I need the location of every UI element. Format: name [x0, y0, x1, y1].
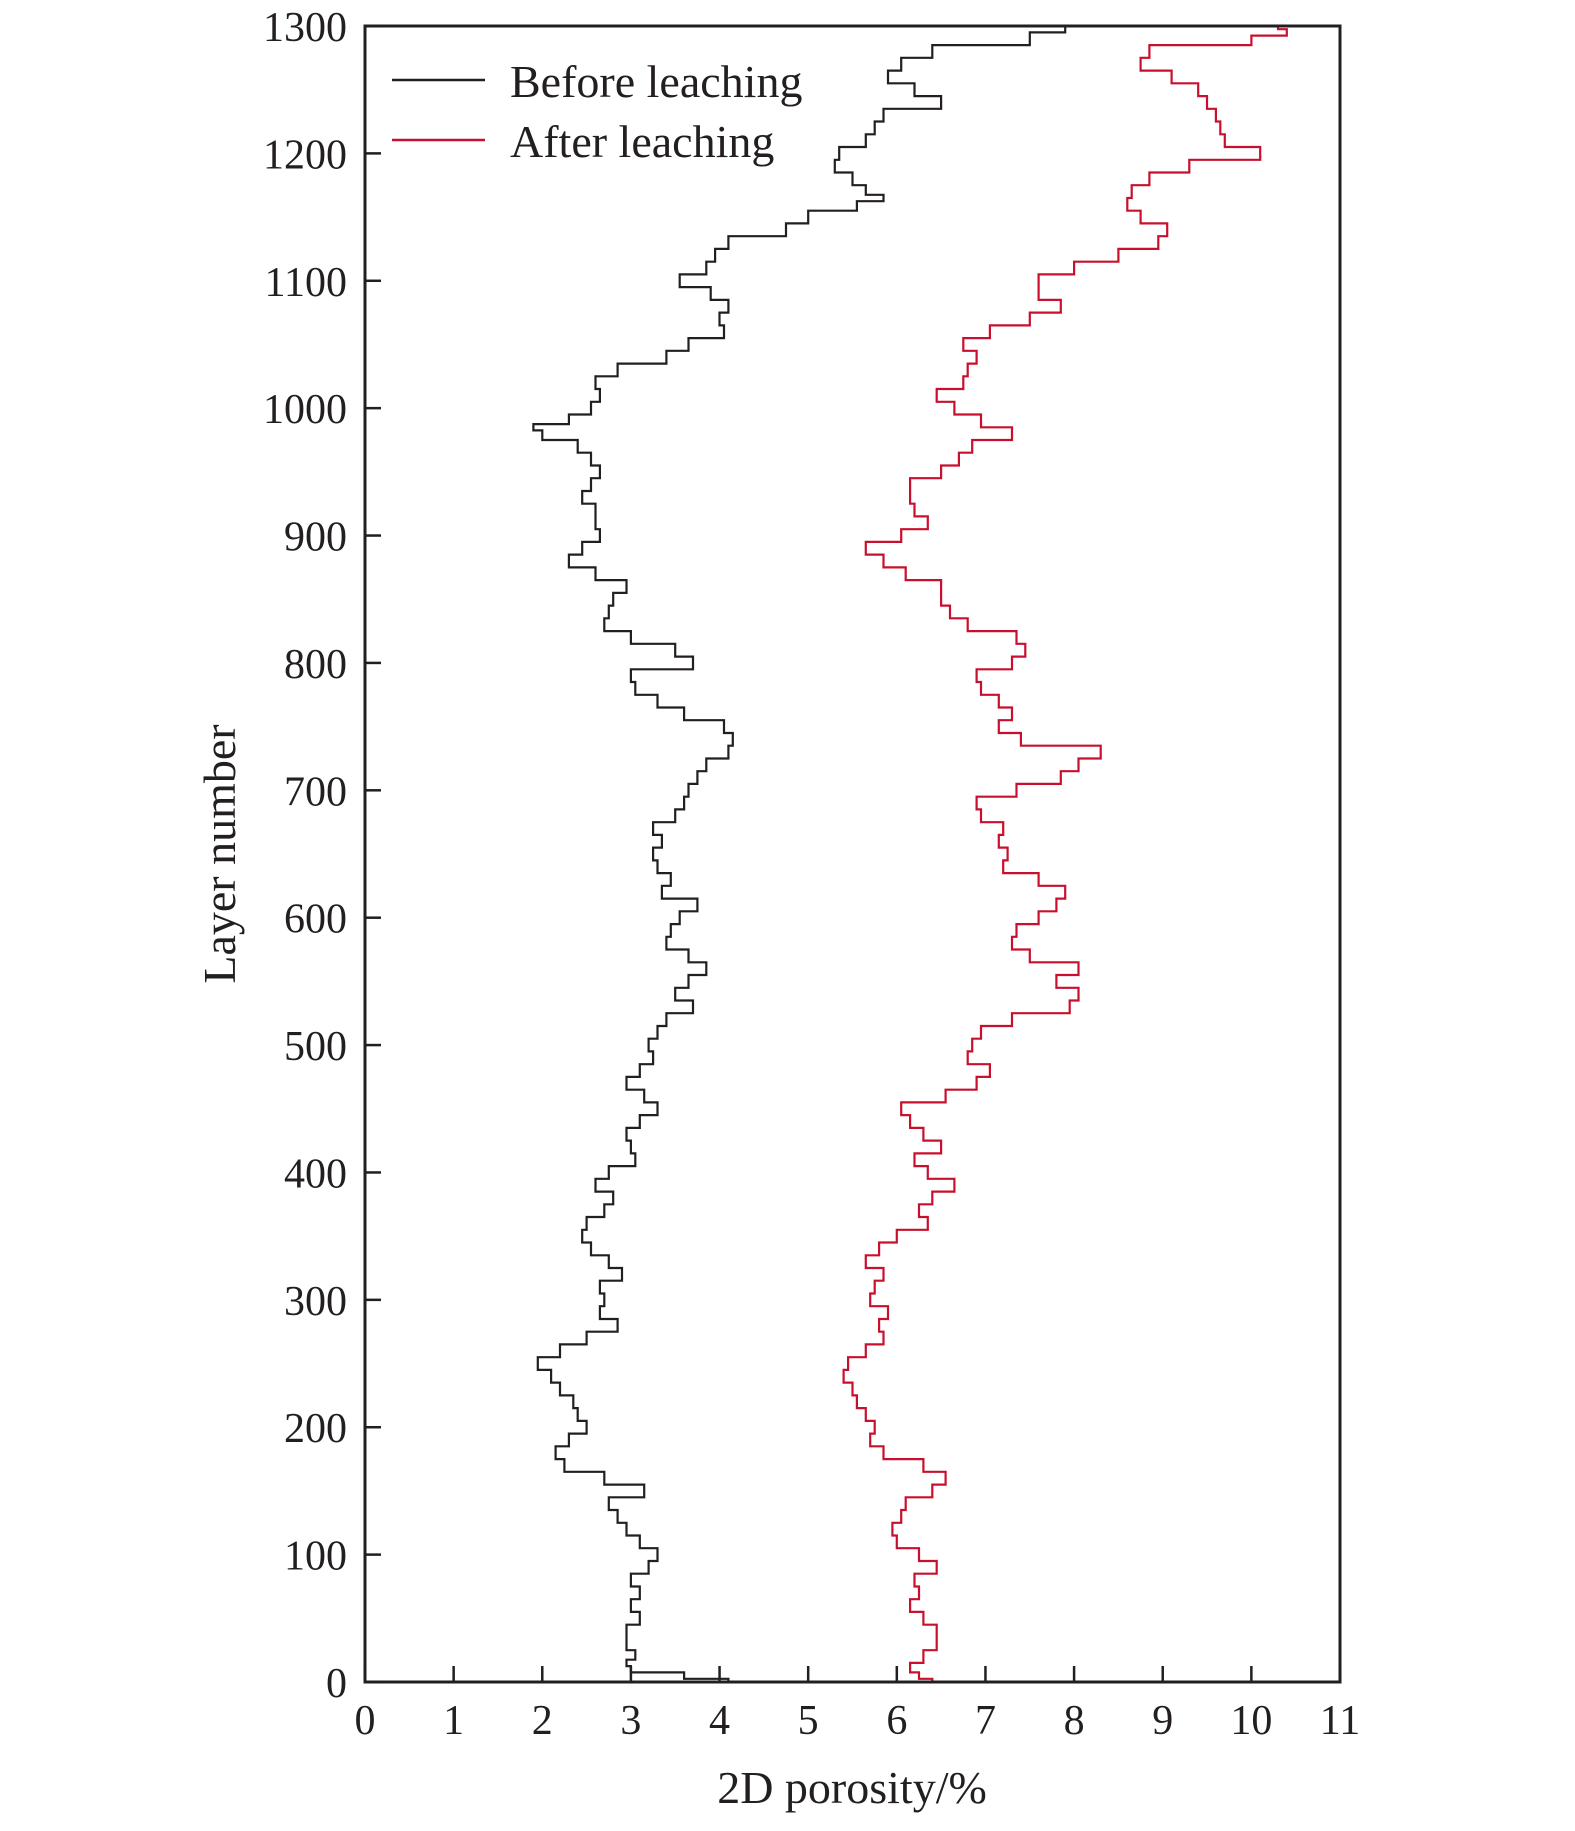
y-tick-label: 400: [284, 1151, 347, 1197]
y-tick-label: 200: [284, 1406, 347, 1452]
x-axis: 0 1 2 3 4 5 6 7 8 9 10 11: [355, 1666, 1360, 1744]
legend: Before leaching After leaching: [392, 56, 802, 167]
x-tick-label: 0: [355, 1698, 376, 1744]
y-tick-label: 900: [284, 515, 347, 561]
x-tick-label: 3: [620, 1698, 641, 1744]
y-tick-label: 1300: [263, 5, 347, 51]
y-tick-label: 300: [284, 1279, 347, 1325]
y-tick-label: 100: [284, 1534, 347, 1580]
x-tick-label: 8: [1064, 1698, 1085, 1744]
y-axis-title: Layer number: [194, 724, 245, 983]
x-tick-label: 7: [975, 1698, 996, 1744]
y-tick-label: 1000: [263, 387, 347, 433]
y-tick-label: 600: [284, 897, 347, 943]
x-tick-label: 5: [798, 1698, 819, 1744]
legend-label-after-leaching: After leaching: [510, 116, 774, 167]
legend-label-before-leaching: Before leaching: [510, 56, 802, 107]
y-tick-label: 0: [326, 1661, 347, 1707]
series-layer: [532, 26, 1288, 1682]
y-axis: 0 100 200 300 400 500 600 700 800 900 1000 1100 1200…: [263, 5, 381, 1707]
y-tick-label: 1100: [265, 260, 347, 306]
x-tick-label: 9: [1152, 1698, 1173, 1744]
x-tick-label: 6: [886, 1698, 907, 1744]
x-tick-label: 11: [1320, 1698, 1360, 1744]
y-tick-label: 500: [284, 1024, 347, 1070]
y-tick-label: 1200: [263, 132, 347, 178]
y-tick-label: 800: [284, 642, 347, 688]
series-line-after-leaching: [842, 26, 1288, 1682]
plot-frame: [363, 24, 1342, 1684]
x-axis-title: 2D porosity/%: [717, 1762, 987, 1813]
y-tick-label: 700: [284, 769, 347, 815]
series-line-before-leaching: [532, 26, 1067, 1682]
x-tick-label: 1: [443, 1698, 464, 1744]
x-tick-label: 2: [532, 1698, 553, 1744]
x-tick-label: 4: [709, 1698, 730, 1744]
x-tick-label: 10: [1230, 1698, 1272, 1744]
